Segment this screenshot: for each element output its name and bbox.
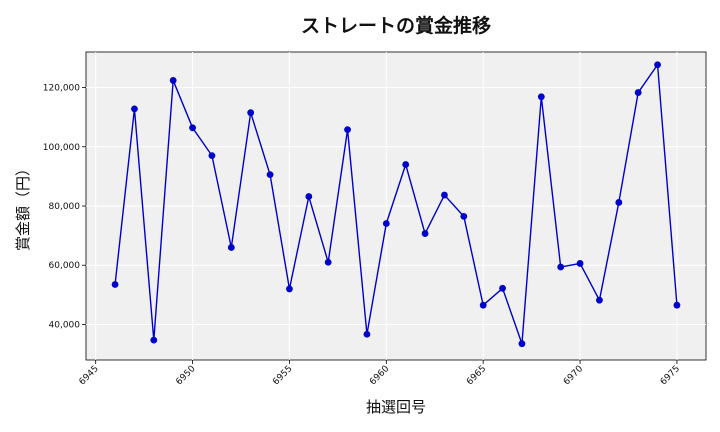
data-point bbox=[421, 230, 429, 237]
y-tick-label: 60,000 bbox=[49, 261, 81, 271]
y-tick-label: 100,000 bbox=[43, 143, 80, 153]
data-point bbox=[150, 336, 158, 344]
x-tick-label: 6970 bbox=[562, 364, 585, 387]
grid bbox=[86, 52, 706, 360]
data-point bbox=[499, 284, 506, 292]
x-axis-label: 抽選回号 bbox=[366, 398, 426, 416]
data-point bbox=[344, 126, 351, 133]
data-point bbox=[615, 199, 623, 206]
series-line bbox=[114, 62, 678, 344]
data-point bbox=[266, 171, 274, 179]
series-layer bbox=[111, 61, 681, 348]
data-point bbox=[286, 285, 293, 293]
x-tick-label: 6950 bbox=[174, 364, 197, 387]
x-tick-label: 6960 bbox=[368, 364, 391, 387]
data-point bbox=[305, 193, 313, 200]
y-tick-label: 120,000 bbox=[43, 84, 80, 94]
data-point bbox=[189, 124, 196, 132]
y-tick-label: 80,000 bbox=[49, 202, 81, 212]
data-point bbox=[654, 61, 661, 69]
x-axis: 6945 6950 6955 6960 6965 6970 6975 bbox=[78, 360, 682, 387]
x-tick-label: 6945 bbox=[78, 364, 101, 387]
data-point bbox=[402, 161, 410, 168]
data-point bbox=[518, 340, 526, 348]
data-point bbox=[111, 281, 119, 288]
y-axis: 40,000 60,000 80,000 100,000 120,000 bbox=[43, 84, 86, 330]
x-tick-label: 6975 bbox=[659, 364, 682, 387]
data-point bbox=[479, 301, 487, 309]
x-tick-label: 6955 bbox=[271, 364, 294, 387]
data-point bbox=[596, 296, 603, 304]
data-point bbox=[557, 263, 565, 271]
data-point bbox=[169, 77, 177, 84]
data-point bbox=[382, 220, 390, 227]
y-axis-label: 賞金額（円） bbox=[14, 161, 32, 251]
data-point bbox=[324, 258, 332, 266]
chart-title: ストレートの賞金推移 bbox=[301, 14, 491, 37]
data-point bbox=[227, 244, 235, 251]
data-point bbox=[208, 152, 216, 160]
y-tick-label: 40,000 bbox=[49, 320, 81, 330]
data-point bbox=[441, 191, 448, 199]
x-tick-label: 6965 bbox=[465, 364, 488, 387]
data-point bbox=[460, 212, 468, 220]
data-point bbox=[537, 93, 545, 101]
data-point bbox=[634, 89, 642, 96]
data-point bbox=[363, 330, 371, 338]
data-point bbox=[131, 105, 138, 113]
data-point bbox=[576, 260, 584, 267]
data-point bbox=[673, 301, 681, 309]
data-point bbox=[247, 109, 255, 117]
